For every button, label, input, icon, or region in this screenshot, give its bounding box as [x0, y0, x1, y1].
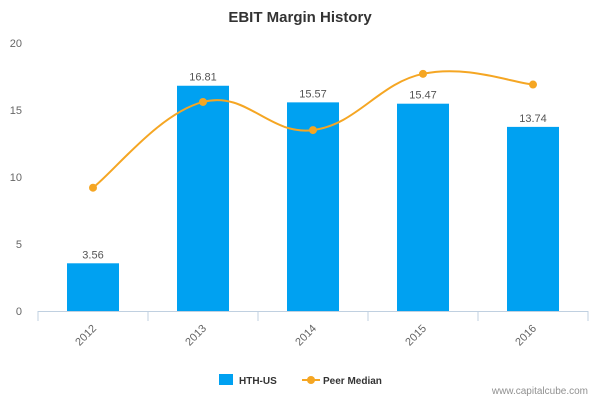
peer-median-series [89, 69, 537, 192]
peer-median-point-2012 [89, 183, 97, 192]
x-tick-label: 2015 [403, 323, 429, 349]
bar-series [67, 85, 559, 312]
legend-swatch-peer-median-marker [307, 376, 315, 384]
legend-swatch-hth-us [219, 374, 233, 385]
x-tick-label: 2014 [293, 323, 319, 349]
legend-label-hth-us: HTH-US [239, 376, 277, 387]
peer-median-point-2014 [309, 126, 317, 135]
bar-2016 [507, 126, 559, 311]
bar-2012 [67, 263, 119, 311]
peer-median-point-2013 [199, 97, 207, 106]
x-tick-label: 2016 [513, 323, 539, 349]
y-tick-label: 20 [10, 38, 22, 50]
y-tick-label: 15 [10, 105, 22, 117]
bar-data-label: 15.47 [409, 90, 437, 102]
bar-2015 [397, 103, 449, 312]
legend: HTH-US Peer Median [219, 374, 382, 387]
x-tick-label: 2012 [73, 323, 99, 349]
x-tick-label: 2013 [183, 323, 209, 349]
y-tick-label: 5 [16, 239, 22, 251]
peer-median-point-2015 [419, 69, 427, 78]
y-axis: 0 5 10 15 20 [10, 38, 22, 318]
bar-data-label: 3.56 [82, 249, 103, 261]
credit-text: www.capitalcube.com [491, 386, 588, 397]
peer-median-point-2016 [529, 80, 537, 89]
bar-2013 [177, 85, 229, 311]
bar-2014 [287, 102, 339, 311]
x-axis: 2012 2013 2014 2015 2016 [37, 311, 589, 349]
y-tick-label: 10 [10, 172, 22, 184]
bar-data-label: 13.74 [519, 113, 547, 125]
bar-data-labels: 3.56 16.81 15.57 15.47 13.74 [82, 72, 546, 262]
bar-data-label: 15.57 [299, 88, 327, 100]
chart-title: EBIT Margin History [228, 9, 372, 26]
y-tick-label: 0 [16, 306, 22, 318]
legend-label-peer-median: Peer Median [323, 376, 382, 387]
bar-data-label: 16.81 [189, 72, 217, 84]
